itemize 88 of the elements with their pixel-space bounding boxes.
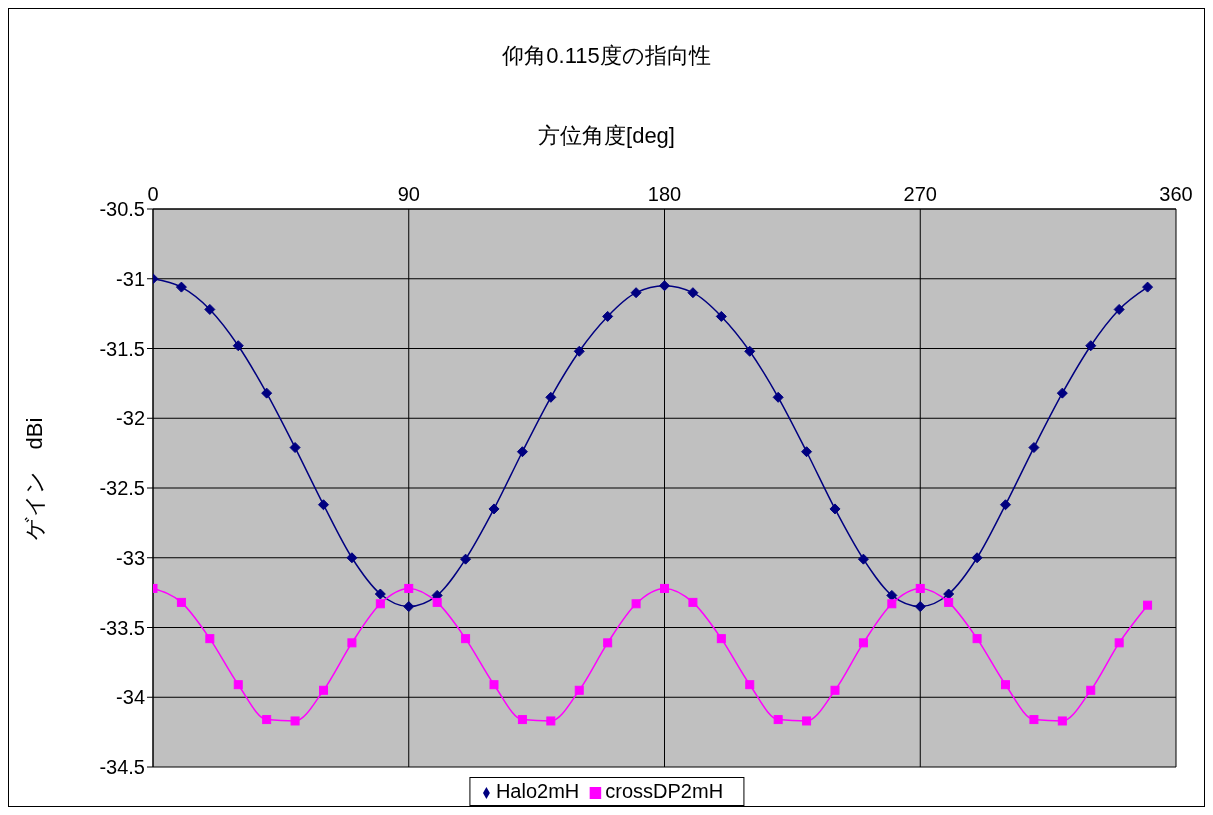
point — [1028, 442, 1040, 454]
point — [573, 345, 585, 357]
point — [461, 634, 471, 644]
point — [175, 281, 187, 293]
point — [914, 601, 926, 613]
point — [1029, 715, 1039, 725]
x-tick-label: 360 — [1159, 183, 1193, 205]
point — [772, 391, 784, 403]
point — [1114, 638, 1124, 648]
point — [716, 634, 726, 644]
point — [971, 552, 983, 564]
point — [802, 716, 812, 726]
point — [347, 638, 357, 648]
point — [773, 715, 783, 725]
point — [944, 597, 954, 607]
point — [574, 685, 584, 695]
point — [972, 634, 982, 644]
point — [318, 499, 329, 511]
point — [488, 503, 500, 515]
point — [603, 638, 613, 648]
point — [631, 599, 641, 609]
point — [176, 597, 186, 607]
point — [943, 588, 955, 600]
x-tick-label: 180 — [647, 183, 682, 205]
x-tick-label: 270 — [903, 183, 937, 205]
point — [1113, 303, 1125, 315]
y-tick-label: -30.5 — [99, 198, 145, 221]
point — [1000, 499, 1011, 511]
point — [687, 287, 699, 299]
point — [602, 310, 614, 322]
point — [858, 638, 868, 648]
point — [262, 715, 272, 725]
point — [261, 387, 273, 399]
point — [660, 583, 669, 593]
point — [374, 588, 386, 600]
point — [403, 601, 415, 613]
point — [801, 446, 813, 458]
y-tick-label: -34.5 — [99, 756, 145, 779]
chart-title: 仰角0.115度の指向性 — [501, 42, 712, 70]
x-tick-label: 90 — [397, 183, 420, 205]
point — [516, 446, 528, 458]
point — [829, 503, 841, 515]
point — [715, 310, 727, 322]
point — [1057, 716, 1067, 726]
point — [489, 680, 499, 690]
y-tick-label: -32.5 — [99, 477, 145, 500]
y-axis-title: ゲイン dBi — [21, 417, 48, 541]
point — [432, 597, 442, 607]
point — [1056, 387, 1068, 399]
y-tick-label: -31.5 — [99, 337, 145, 360]
point — [887, 599, 897, 609]
point — [745, 680, 755, 690]
point — [204, 303, 216, 315]
y-tick-label: -34 — [116, 686, 145, 709]
point — [346, 552, 358, 564]
point — [659, 280, 670, 292]
point — [630, 287, 642, 299]
point — [857, 553, 869, 565]
point — [289, 442, 301, 454]
point — [404, 583, 414, 593]
x-tick-label: 0 — [147, 183, 159, 205]
point — [233, 680, 243, 690]
point — [545, 391, 557, 403]
point — [915, 583, 925, 593]
y-tick-label: -32 — [116, 407, 145, 430]
point — [1085, 340, 1097, 352]
point — [546, 716, 556, 726]
point — [460, 553, 472, 565]
point — [375, 599, 385, 609]
x-axis-title: 方位角度[deg] — [537, 122, 676, 150]
legend-label: crossDP2mH — [605, 780, 724, 802]
y-tick-label: -33 — [116, 546, 145, 569]
y-tick-label: -31 — [116, 267, 145, 290]
point — [886, 589, 898, 601]
point — [830, 685, 840, 695]
point — [1142, 281, 1154, 293]
point — [688, 597, 698, 607]
point — [1086, 685, 1096, 695]
point — [232, 340, 244, 352]
point — [205, 634, 215, 644]
point — [1143, 600, 1153, 610]
point — [319, 685, 328, 695]
point — [517, 715, 527, 725]
point — [290, 716, 300, 726]
legend-label: Halo2mH — [495, 780, 580, 802]
y-tick-label: -33.5 — [99, 616, 145, 639]
point — [744, 345, 756, 357]
point — [1001, 680, 1010, 690]
